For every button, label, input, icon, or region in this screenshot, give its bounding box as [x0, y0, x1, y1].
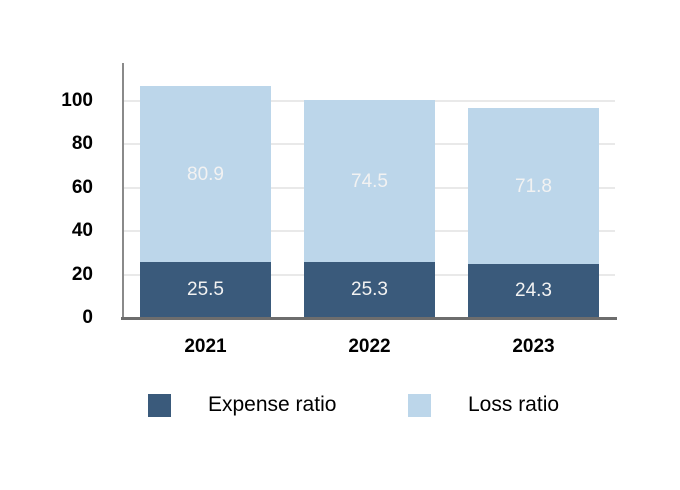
bar-2023: 71.8 24.3: [468, 108, 599, 317]
x-axis-line: [121, 317, 617, 320]
expense-ratio-swatch-icon: [148, 393, 171, 417]
x-label-2022: 2022: [348, 336, 391, 357]
x-label-2021: 2021: [184, 336, 227, 357]
y-tick-40: 40: [71, 220, 93, 241]
y-tick-20: 20: [71, 264, 93, 285]
bar-2021-expense-value: 25.5: [187, 279, 224, 300]
bar-2023-expense-value: 24.3: [515, 280, 552, 301]
bar-2022-expense-segment: 25.3: [304, 262, 435, 317]
bar-2021-loss-value: 80.9: [187, 163, 224, 185]
y-axis-line: [122, 63, 124, 318]
legend-item-expense-ratio: Expense ratio: [148, 393, 336, 417]
bar-2021: 80.9 25.5: [140, 86, 271, 317]
bar-2021-expense-segment: 25.5: [140, 262, 271, 317]
bar-2022-loss-value: 74.5: [351, 170, 388, 192]
bar-2023-loss-segment: 71.8: [468, 108, 599, 264]
bar-2022: 74.5 25.3: [304, 100, 435, 317]
bar-2022-loss-segment: 74.5: [304, 100, 435, 262]
legend-label-loss-ratio: Loss ratio: [468, 393, 560, 416]
x-label-2023: 2023: [512, 336, 555, 357]
bar-2023-expense-segment: 24.3: [468, 264, 599, 317]
bar-2022-expense-value: 25.3: [351, 279, 388, 300]
y-tick-60: 60: [71, 177, 93, 198]
legend-item-loss-ratio: Loss ratio: [408, 393, 559, 417]
loss-ratio-swatch-icon: [408, 393, 431, 417]
y-tick-0: 0: [82, 307, 93, 328]
y-tick-80: 80: [71, 133, 93, 154]
bar-2023-loss-value: 71.8: [515, 175, 552, 197]
bar-2021-loss-segment: 80.9: [140, 86, 271, 262]
y-tick-100: 100: [61, 90, 93, 111]
legend-label-expense-ratio: Expense ratio: [208, 393, 337, 416]
